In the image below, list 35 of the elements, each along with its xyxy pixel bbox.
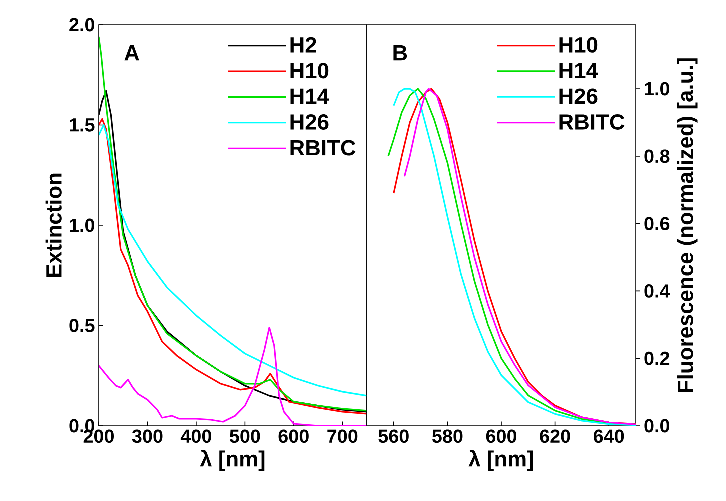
y2-tick-label: 0.0 <box>644 419 670 433</box>
legend-label: RBITC <box>560 114 625 130</box>
x-tick-label: 300 <box>132 430 163 444</box>
y2-tick-label: 1.0 <box>645 82 670 96</box>
x-axis-title: λ [nm] <box>200 450 265 472</box>
legend-label: H10 <box>560 37 598 53</box>
y-tick-label: 1.0 <box>70 218 95 232</box>
x-tick-label: 700 <box>328 430 358 444</box>
x-tick-label: 600 <box>278 430 309 444</box>
x-tick-label: 640 <box>594 430 624 444</box>
legend-label: H26 <box>560 88 598 104</box>
legend-label: H2 <box>290 37 316 53</box>
legend-label: H14 <box>290 88 330 104</box>
y-tick-label: 0.5 <box>70 319 95 332</box>
x-tick-label: 400 <box>180 430 212 444</box>
legend-label: H14 <box>560 63 598 78</box>
y2-tick-label: 0.2 <box>644 352 670 366</box>
y2-axis-title: Fluorescence (normalized) [a.u.] <box>677 58 698 392</box>
x-tick-label: 600 <box>486 430 517 444</box>
x-tick-label: 560 <box>378 430 409 444</box>
x-tick-label: 500 <box>230 430 260 444</box>
x-tick-label: 620 <box>540 430 570 444</box>
y2-tick-label: 0.6 <box>644 217 670 231</box>
legend-label: H26 <box>290 114 329 130</box>
y2-tick-label: 0.8 <box>644 150 670 164</box>
y-axis-title: Extinction <box>46 174 62 277</box>
annotation: A <box>124 46 140 61</box>
x-axis-title: λ [nm] <box>468 450 534 472</box>
legend-label: RBITC <box>290 140 356 156</box>
annotation: B <box>394 46 408 61</box>
y-tick-label: 2.0 <box>70 18 95 32</box>
y2-tick-label: 0.4 <box>644 284 670 298</box>
x-tick-label: 580 <box>432 430 463 444</box>
legend-label: H10 <box>290 63 329 79</box>
y-tick-label: 1.5 <box>70 118 95 132</box>
